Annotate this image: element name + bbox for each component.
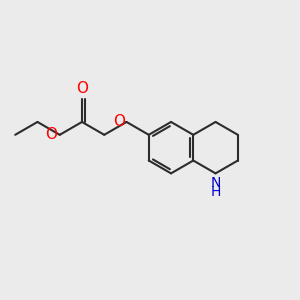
Text: N: N <box>211 176 221 190</box>
Text: O: O <box>76 81 88 96</box>
Text: H: H <box>211 185 221 199</box>
Text: O: O <box>113 113 125 128</box>
Text: O: O <box>45 127 57 142</box>
